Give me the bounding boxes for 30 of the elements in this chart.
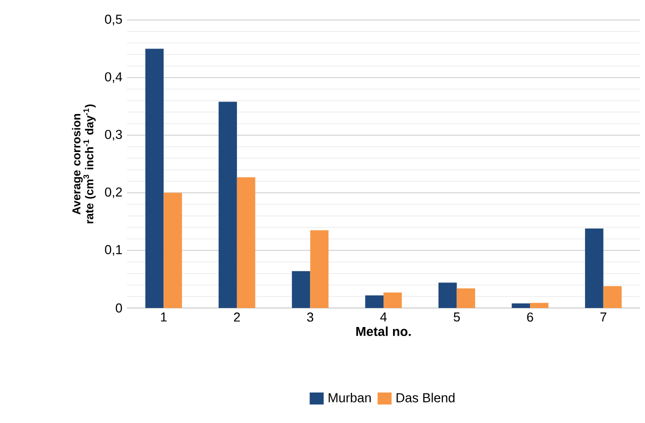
legend-label: Murban: [328, 392, 371, 402]
x-tick-label: 6: [527, 312, 534, 322]
bar: [310, 230, 329, 308]
bar: [365, 295, 384, 308]
x-axis-title: Metal no.: [356, 326, 411, 336]
legend-label: Das Blend: [396, 392, 454, 402]
bar: [456, 288, 476, 308]
x-tick-label: 1: [161, 312, 167, 322]
y-tick-label: 0: [116, 303, 122, 313]
x-tick-label: 7: [600, 312, 606, 322]
x-tick-label: 3: [307, 312, 314, 322]
bar: [530, 302, 548, 308]
y-tick-label: 0,3: [104, 130, 122, 141]
bar: [236, 177, 256, 308]
bar: [585, 228, 604, 308]
bar: [292, 271, 310, 308]
y-tick-label: 0,4: [104, 72, 122, 83]
x-tick-label: 2: [234, 312, 240, 322]
bar: [164, 192, 182, 308]
bar: [512, 303, 530, 308]
bar: [145, 48, 164, 308]
x-tick-label: 5: [454, 312, 460, 322]
bar: [384, 292, 402, 308]
bar: [438, 282, 457, 308]
y-tick-label: 0,5: [104, 14, 122, 26]
y-tick-label: 0,1: [104, 245, 122, 256]
y-tick-label: 0,2: [104, 187, 122, 198]
x-tick-label: 4: [380, 312, 387, 322]
bar: [218, 102, 237, 308]
bar: [603, 286, 622, 308]
